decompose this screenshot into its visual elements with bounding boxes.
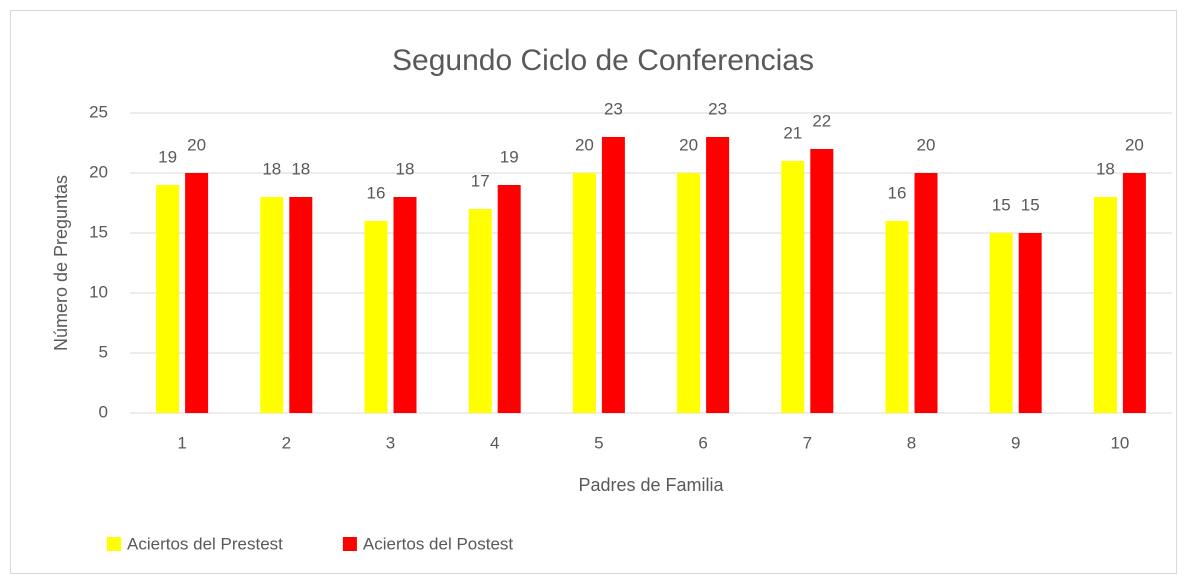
x-tick-label: 9 <box>1011 433 1020 452</box>
y-tick-label: 15 <box>89 222 108 241</box>
data-label: 22 <box>812 111 831 130</box>
bar <box>185 173 209 413</box>
data-label: 16 <box>888 183 907 202</box>
bar <box>468 209 492 413</box>
y-axis-label: Número de Preguntas <box>51 175 71 351</box>
bar <box>289 197 313 413</box>
x-tick-label: 6 <box>698 433 707 452</box>
data-label: 19 <box>158 147 177 166</box>
x-tick-label: 5 <box>594 433 603 452</box>
bar <box>989 233 1013 413</box>
legend-label: Aciertos del Postest <box>363 534 514 553</box>
x-axis-label: Padres de Familia <box>578 475 724 495</box>
chart-title: Segundo Ciclo de Conferencias <box>392 44 814 77</box>
legend-swatch <box>107 537 121 551</box>
data-label: 16 <box>367 183 386 202</box>
bar <box>1093 197 1117 413</box>
bar <box>914 173 938 413</box>
data-label: 15 <box>992 195 1011 214</box>
bar <box>156 185 180 413</box>
data-label: 23 <box>708 99 727 118</box>
bar <box>260 197 284 413</box>
data-label: 20 <box>575 135 594 154</box>
data-label: 17 <box>471 171 490 190</box>
x-tick-label: 3 <box>386 433 395 452</box>
legend-swatch <box>342 537 357 551</box>
x-tick-label: 2 <box>282 433 291 452</box>
bar <box>393 197 417 413</box>
bar <box>810 149 834 413</box>
data-label: 20 <box>917 135 936 154</box>
bar <box>364 221 388 413</box>
bar <box>677 173 701 413</box>
y-tick-label: 0 <box>99 402 108 421</box>
x-tick-label: 1 <box>177 433 186 452</box>
data-label: 18 <box>1096 159 1115 178</box>
y-tick-label: 25 <box>89 102 108 121</box>
x-tick-label: 4 <box>490 433 499 452</box>
data-label: 18 <box>262 159 281 178</box>
data-label: 19 <box>500 147 519 166</box>
data-label: 20 <box>679 135 698 154</box>
x-tick-label: 7 <box>803 433 812 452</box>
bar <box>706 137 730 413</box>
data-label: 20 <box>1125 135 1144 154</box>
data-label: 18 <box>291 159 310 178</box>
legend-label: Aciertos del Prestest <box>127 534 283 553</box>
bar <box>497 185 521 413</box>
data-label: 23 <box>604 99 623 118</box>
bar <box>1122 173 1146 413</box>
y-tick-label: 10 <box>89 282 108 301</box>
data-label: 15 <box>1021 195 1040 214</box>
bar <box>885 221 909 413</box>
bar <box>601 137 625 413</box>
y-tick-label: 5 <box>99 342 108 361</box>
bar <box>781 161 805 413</box>
data-label: 20 <box>187 135 206 154</box>
data-label: 18 <box>396 159 415 178</box>
y-tick-label: 20 <box>89 162 108 181</box>
x-tick-label: 10 <box>1110 433 1129 452</box>
x-tick-label: 8 <box>907 433 916 452</box>
bar <box>1018 233 1042 413</box>
data-label: 21 <box>783 123 802 142</box>
bar <box>572 173 596 413</box>
